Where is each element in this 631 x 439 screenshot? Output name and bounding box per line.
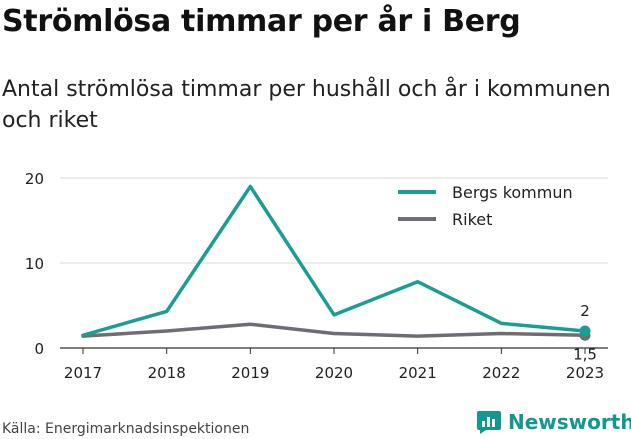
y-axis: 0 10 20 (25, 170, 44, 358)
x-tick-label: 2017 (64, 364, 102, 382)
x-tick-label: 2021 (399, 364, 437, 382)
newsworthy-logo-icon (477, 411, 501, 434)
legend-label: Bergs kommun (452, 183, 573, 202)
y-tick-label: 0 (34, 340, 44, 358)
source-note: Källa: Energimarknadsinspektionen (2, 421, 250, 437)
x-tick-label: 2022 (482, 364, 520, 382)
end-value-label: 1,5 (573, 345, 597, 363)
x-tick-label: 2019 (231, 364, 269, 382)
brand-logo[interactable]: Newsworthy (476, 407, 631, 437)
series-line (81, 322, 587, 338)
legend: Bergs kommun Riket (398, 183, 573, 229)
y-grid (60, 177, 608, 349)
x-axis: 2017 2018 2019 2020 2021 2022 2023 (64, 348, 604, 382)
chart-title: Strömlösa timmar per år i Berg (2, 4, 521, 39)
y-tick-label: 10 (25, 255, 44, 273)
end-labels: 21,5 (573, 302, 597, 363)
x-tick-label: 2020 (315, 364, 353, 382)
legend-label: Riket (452, 210, 492, 229)
series-line (81, 184, 587, 337)
series-end-point (579, 325, 591, 337)
chart-subtitle: Antal strömlösa timmar per hushåll och å… (2, 77, 611, 133)
brand-name: Newsworthy (508, 410, 631, 434)
x-tick-label: 2018 (148, 364, 186, 382)
x-tick-label: 2023 (566, 364, 604, 382)
end-value-label: 2 (580, 302, 590, 320)
y-tick-label: 20 (25, 170, 44, 188)
series-lines (81, 184, 591, 341)
